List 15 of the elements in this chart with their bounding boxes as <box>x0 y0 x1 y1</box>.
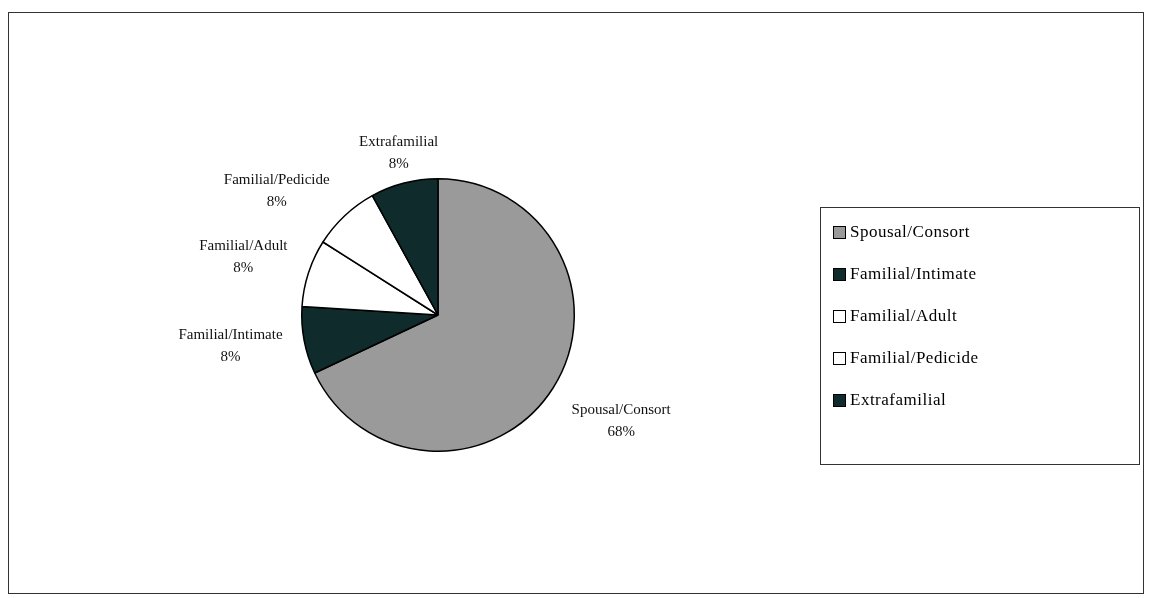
slice-label: Familial/Adult <box>199 237 289 254</box>
legend-label: Familial/Intimate <box>850 264 977 284</box>
legend-label: Familial/Pedicide <box>850 348 979 368</box>
legend-label: Extrafamilial <box>850 390 947 410</box>
legend-label: Spousal/Consort <box>850 222 970 242</box>
data-label: 68% <box>607 422 635 439</box>
legend-label: Familial/Adult <box>850 306 958 326</box>
data-label: 8% <box>266 192 287 209</box>
slice-label: Spousal/Consort <box>571 400 672 417</box>
data-label: 8% <box>233 259 254 276</box>
slice-label: Familial/Intimate <box>178 325 283 342</box>
data-label: 8% <box>220 347 241 364</box>
slice-label: Familial/Pedicide <box>223 170 331 187</box>
slice-label: Extrafamilial <box>359 132 439 149</box>
data-label: 8% <box>388 154 409 171</box>
